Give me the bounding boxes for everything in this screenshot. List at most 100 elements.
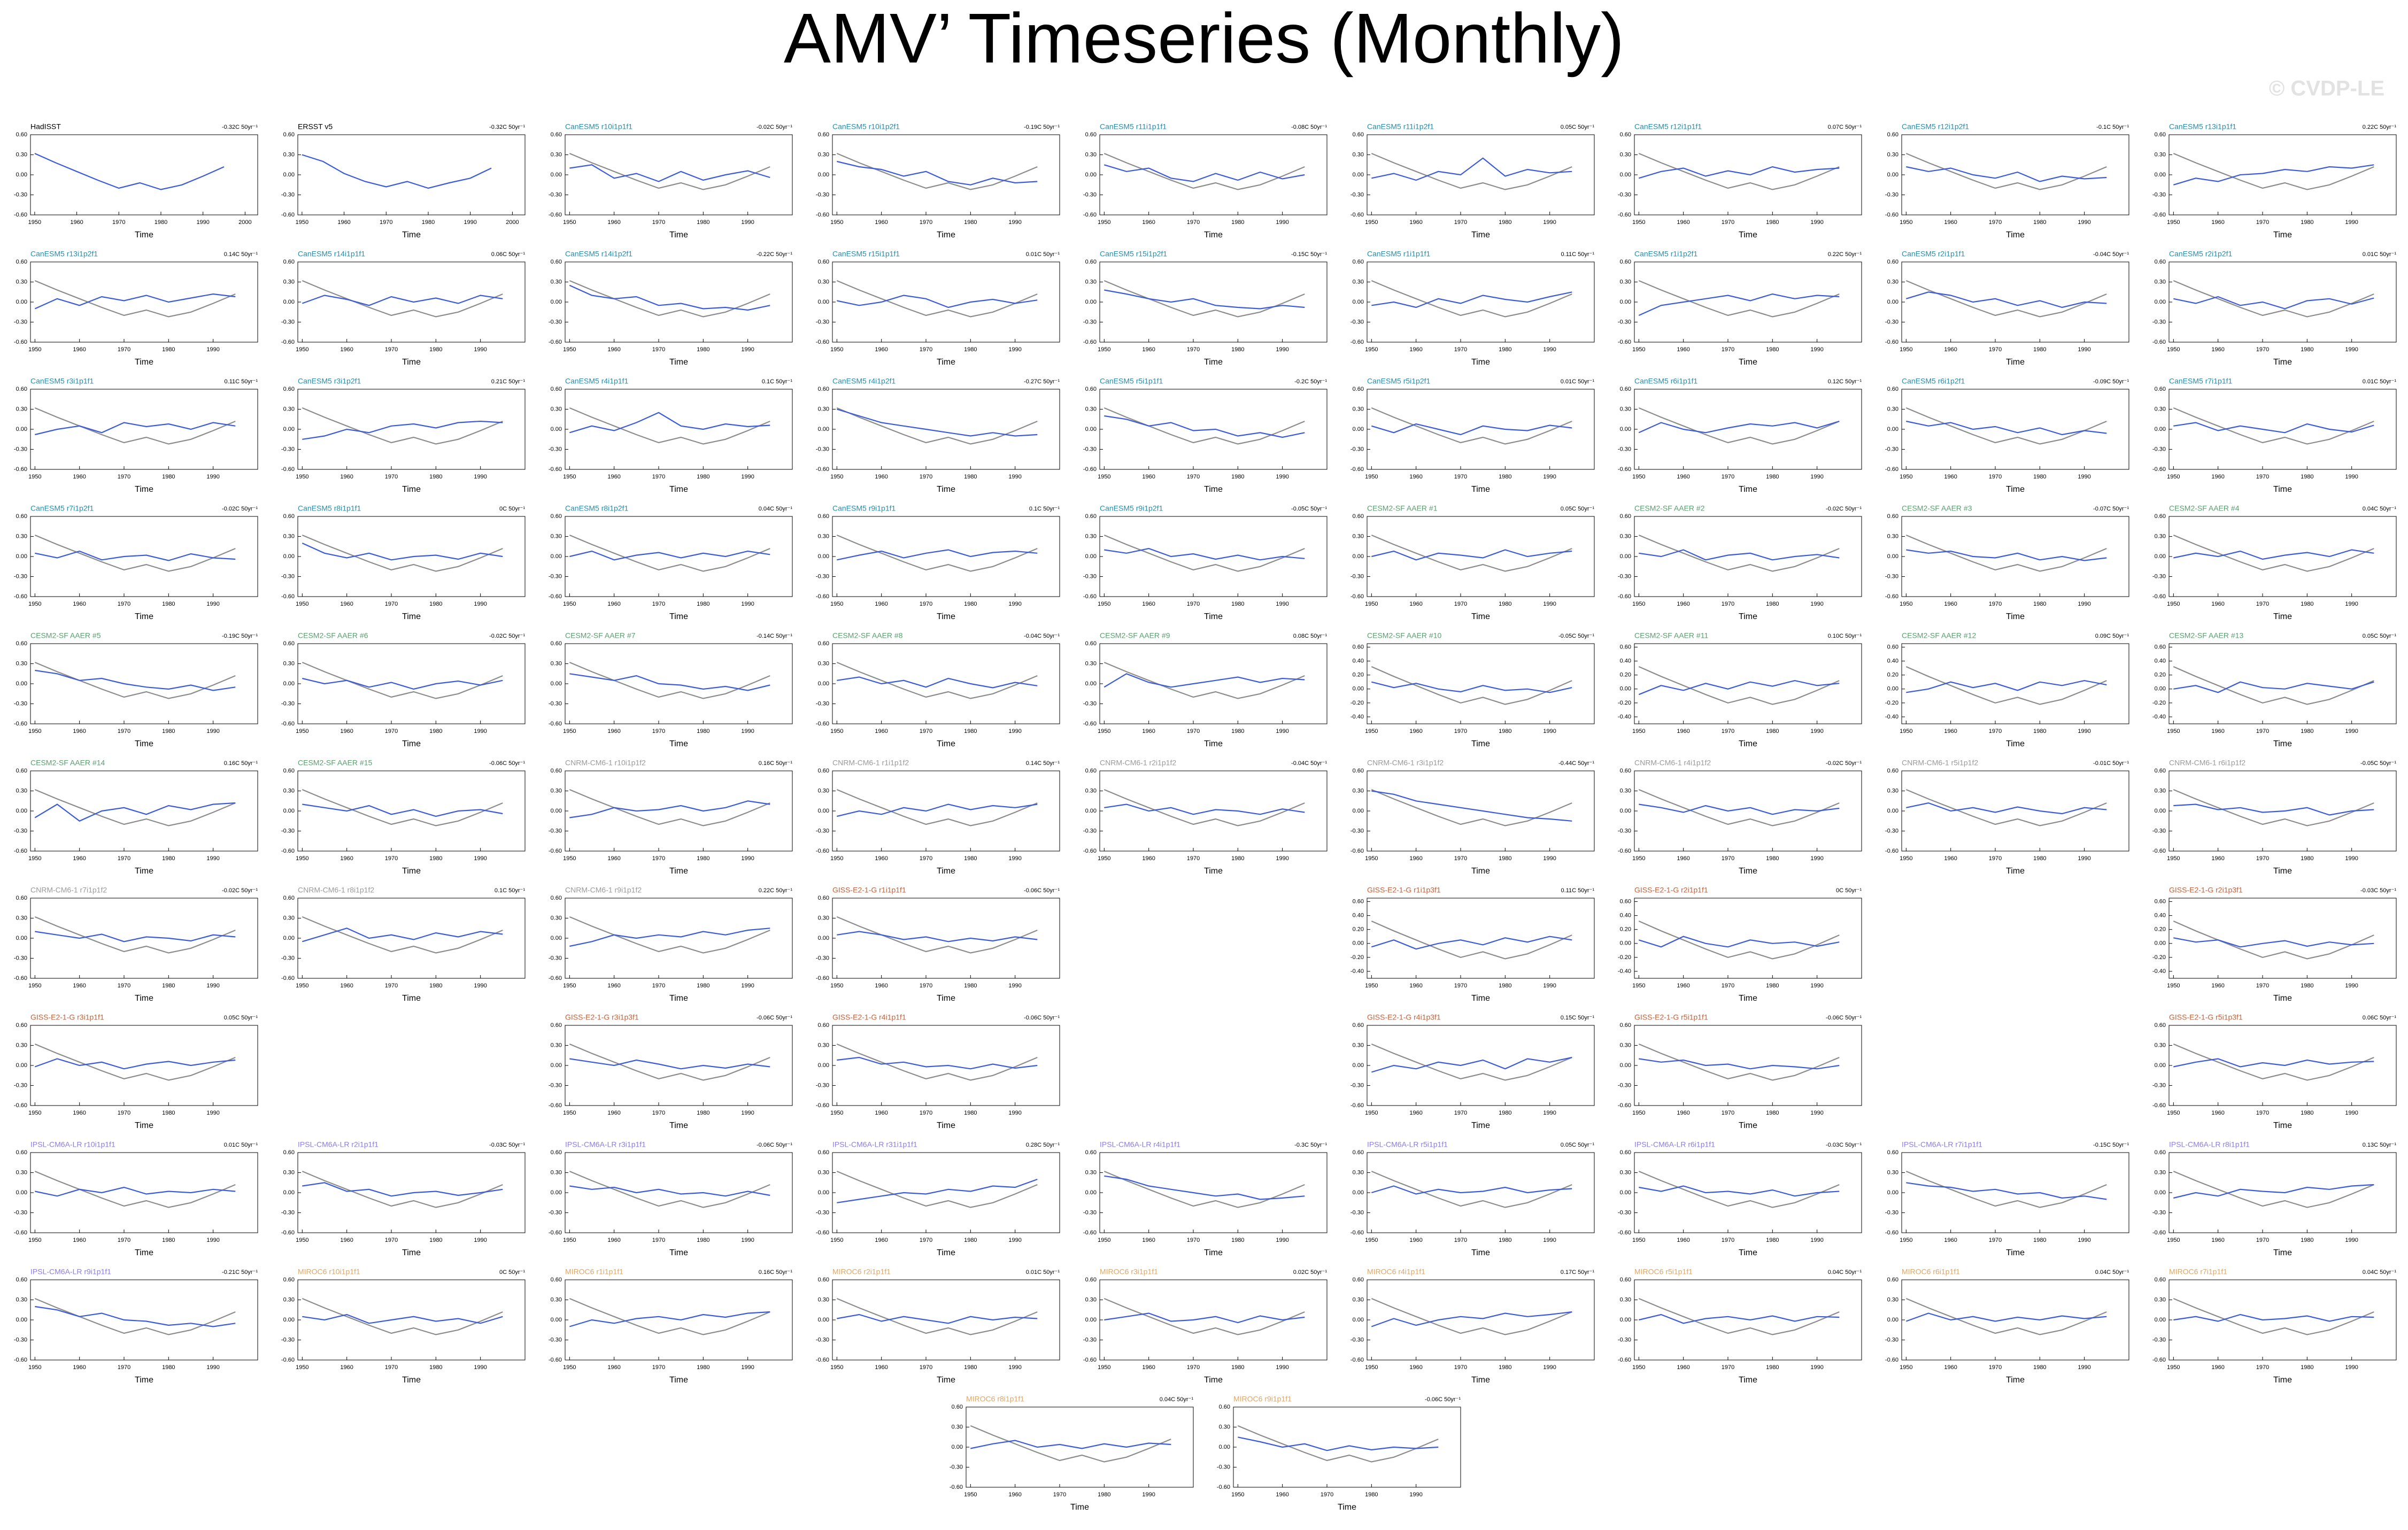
- y-tick-label: 0.60: [16, 259, 27, 265]
- series-line: [34, 802, 236, 822]
- y-tick-label: 0.00: [16, 1317, 27, 1323]
- x-tick-label: 1960: [1677, 1364, 1689, 1371]
- y-tick-label: 0.60: [952, 1404, 963, 1410]
- x-tick-label: 1980: [1766, 601, 1779, 607]
- series-line: [302, 295, 503, 306]
- x-tick-label: 1970: [1454, 474, 1467, 480]
- x-tick-label: 1960: [1142, 601, 1155, 607]
- x-tick-label: 1950: [296, 219, 308, 226]
- x-tick-label: 1960: [607, 1237, 620, 1243]
- x-tick-label: 1990: [1276, 1364, 1288, 1371]
- panel-trend: 0.04C 50yr⁻¹: [2095, 1269, 2129, 1276]
- y-tick-label: -0.60: [549, 1357, 562, 1363]
- x-tick-label: 1960: [1008, 1492, 1021, 1498]
- y-tick-label: 0.00: [551, 808, 562, 814]
- y-tick-label: -0.40: [2152, 968, 2166, 975]
- y-tick-label: 0.00: [1353, 940, 1364, 947]
- x-tick-label: 1990: [1543, 728, 1556, 735]
- y-tick-label: 0.30: [1085, 1169, 1097, 1176]
- series-line: [1906, 802, 2107, 815]
- x-tick-label: 1970: [1722, 1364, 1734, 1371]
- y-tick-label: 0.60: [16, 768, 27, 774]
- x-tick-label: 1970: [385, 728, 398, 735]
- x-tick-label: 1960: [607, 1364, 620, 1371]
- x-tick-label: 1970: [118, 1110, 130, 1116]
- plot-frame: [565, 261, 793, 343]
- x-tick-label: 1950: [964, 1492, 977, 1498]
- x-tick-label: 1950: [1098, 728, 1110, 735]
- obs-line: [34, 280, 236, 318]
- y-tick-label: -0.60: [816, 721, 829, 727]
- series-line: [1906, 420, 2107, 436]
- y-tick-label: -0.30: [549, 446, 562, 452]
- x-axis-label: Time: [2006, 867, 2025, 876]
- y-tick-label: 0.60: [1620, 644, 1631, 650]
- x-tick-label: 1950: [1632, 983, 1645, 989]
- y-tick-label: 0.60: [818, 895, 829, 901]
- x-tick-label: 1970: [1454, 983, 1467, 989]
- x-tick-label: 1990: [1276, 219, 1288, 226]
- x-tick-label: 1950: [830, 983, 843, 989]
- panel-title: GISS-E2-1-G r3i1p1f1: [30, 1013, 104, 1022]
- x-tick-label: 1950: [563, 983, 576, 989]
- x-tick-label: 1980: [2301, 1237, 2313, 1243]
- x-tick-label: 1980: [162, 983, 175, 989]
- y-tick-label: -0.60: [816, 466, 829, 473]
- series-line: [2173, 549, 2374, 560]
- plot-frame: [1367, 1279, 1595, 1361]
- x-tick-label: 1950: [28, 1110, 41, 1116]
- x-tick-label: 1970: [920, 474, 932, 480]
- y-tick-label: -0.60: [281, 212, 295, 218]
- x-tick-label: 1950: [563, 346, 576, 353]
- panel-trend: -0.06C 50yr⁻¹: [1024, 1015, 1060, 1021]
- panel-title: MIROC6 r3i1p1f1: [1100, 1268, 1158, 1276]
- y-tick-label: 0.30: [2155, 1296, 2166, 1303]
- y-tick-label: -0.30: [14, 446, 27, 452]
- y-tick-label: 0.60: [818, 1022, 829, 1029]
- x-tick-label: 1950: [296, 728, 308, 735]
- x-tick-label: 1980: [697, 346, 709, 353]
- x-tick-label: 1990: [1810, 983, 1823, 989]
- panel-title: GISS-E2-1-G r5i1p3f1: [2169, 1013, 2243, 1022]
- panel-trend: -0.03C 50yr⁻¹: [489, 1142, 525, 1148]
- x-tick-label: 1990: [1276, 1237, 1288, 1243]
- x-tick-label: 1980: [964, 346, 977, 353]
- x-axis-label: Time: [2006, 485, 2025, 494]
- x-tick-label: 1950: [28, 601, 41, 607]
- panel-trend: 0.05C 50yr⁻¹: [1561, 506, 1595, 512]
- panel-title: CESM2-SF AAER #15: [298, 759, 372, 767]
- y-tick-label: -0.30: [1618, 828, 1631, 834]
- x-tick-label: 1950: [1632, 346, 1645, 353]
- x-tick-label: 1970: [920, 601, 932, 607]
- x-tick-label: 1990: [1276, 346, 1288, 353]
- series-line: [2173, 1058, 2374, 1068]
- y-tick-label: 0.30: [818, 1169, 829, 1176]
- x-axis-label: Time: [2273, 485, 2292, 494]
- y-tick-label: -0.60: [549, 1102, 562, 1109]
- panel-trend: -0.27C 50yr⁻¹: [1024, 378, 1060, 385]
- x-tick-label: 1960: [1409, 346, 1422, 353]
- panel-title: IPSL-CM6A-LR r5i1p1f1: [1367, 1140, 1448, 1149]
- y-tick-label: -0.60: [1618, 848, 1631, 854]
- obs-line: [2173, 407, 2374, 445]
- panel-title: IPSL-CM6A-LR r6i1p1f1: [1634, 1140, 1715, 1149]
- x-tick-label: 1980: [429, 855, 442, 862]
- y-tick-label: 0.60: [1887, 513, 1898, 520]
- series-line: [569, 928, 770, 947]
- y-tick-label: 0.60: [551, 386, 562, 392]
- panel-trend: 0.10C 50yr⁻¹: [1828, 633, 1862, 639]
- x-tick-label: 1980: [697, 219, 709, 226]
- series-line: [1906, 1182, 2107, 1200]
- x-tick-label: 1970: [1722, 728, 1734, 735]
- plot-frame: [832, 1152, 1060, 1233]
- x-tick-label: 1980: [697, 1110, 709, 1116]
- x-tick-label: 1980: [155, 219, 167, 226]
- x-axis-label: Time: [1204, 230, 1223, 239]
- x-tick-label: 1990: [1276, 855, 1288, 862]
- y-tick-label: 0.60: [1353, 1022, 1364, 1029]
- y-tick-label: -0.30: [2152, 828, 2166, 834]
- y-tick-label: 0.60: [283, 132, 295, 138]
- y-tick-label: 0.30: [818, 151, 829, 158]
- x-tick-label: 1970: [1989, 1364, 2002, 1371]
- x-tick-label: 1950: [28, 855, 41, 862]
